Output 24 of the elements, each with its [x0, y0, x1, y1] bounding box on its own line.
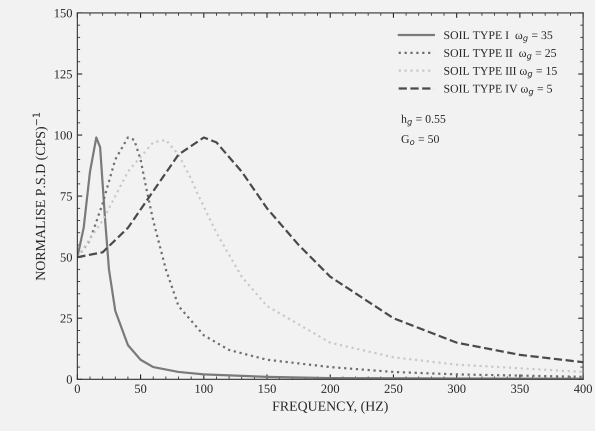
y-tick-label: 150: [54, 8, 72, 18]
x-tick-label: 400: [574, 384, 592, 393]
x-tick-label: 250: [384, 384, 402, 393]
annotation: G$_{o}$ = 50: [402, 135, 439, 145]
annotation: h$_{g}$ = 0.55: [401, 114, 446, 126]
x-tick-label: 200: [321, 384, 340, 393]
x-tick-label: 350: [511, 384, 529, 393]
y-tick-label: 75: [60, 192, 72, 201]
legend-label: SOIL TYPE IV ω$_{g}$ = 5: [444, 84, 552, 96]
x-tick-label: 100: [196, 384, 213, 393]
y-tick-label: 50: [60, 253, 72, 262]
y-tick-label: 125: [54, 70, 72, 78]
y-axis-title: NORMALISE P.S.D (CPS)$^{−1}$: [32, 112, 48, 280]
x-tick-label: 0: [74, 384, 80, 393]
y-tick-label: 100: [54, 131, 72, 140]
legend-label: SOIL TYPE II ω$_{g}$ = 25: [444, 49, 556, 61]
y-tick-label: 25: [60, 314, 72, 323]
x-axis-title: FREQUENCY, (HZ): [272, 401, 388, 414]
x-tick-label: 50: [135, 384, 146, 393]
x-tick-label: 150: [258, 384, 276, 393]
legend-label: SOIL TYPE I ω$_{g}$ = 35: [444, 31, 552, 43]
x-tick-label: 300: [448, 384, 466, 393]
legend-label: SOIL TYPE III ω$_{g}$ = 15: [444, 66, 557, 78]
y-tick-label: 0: [66, 375, 72, 384]
